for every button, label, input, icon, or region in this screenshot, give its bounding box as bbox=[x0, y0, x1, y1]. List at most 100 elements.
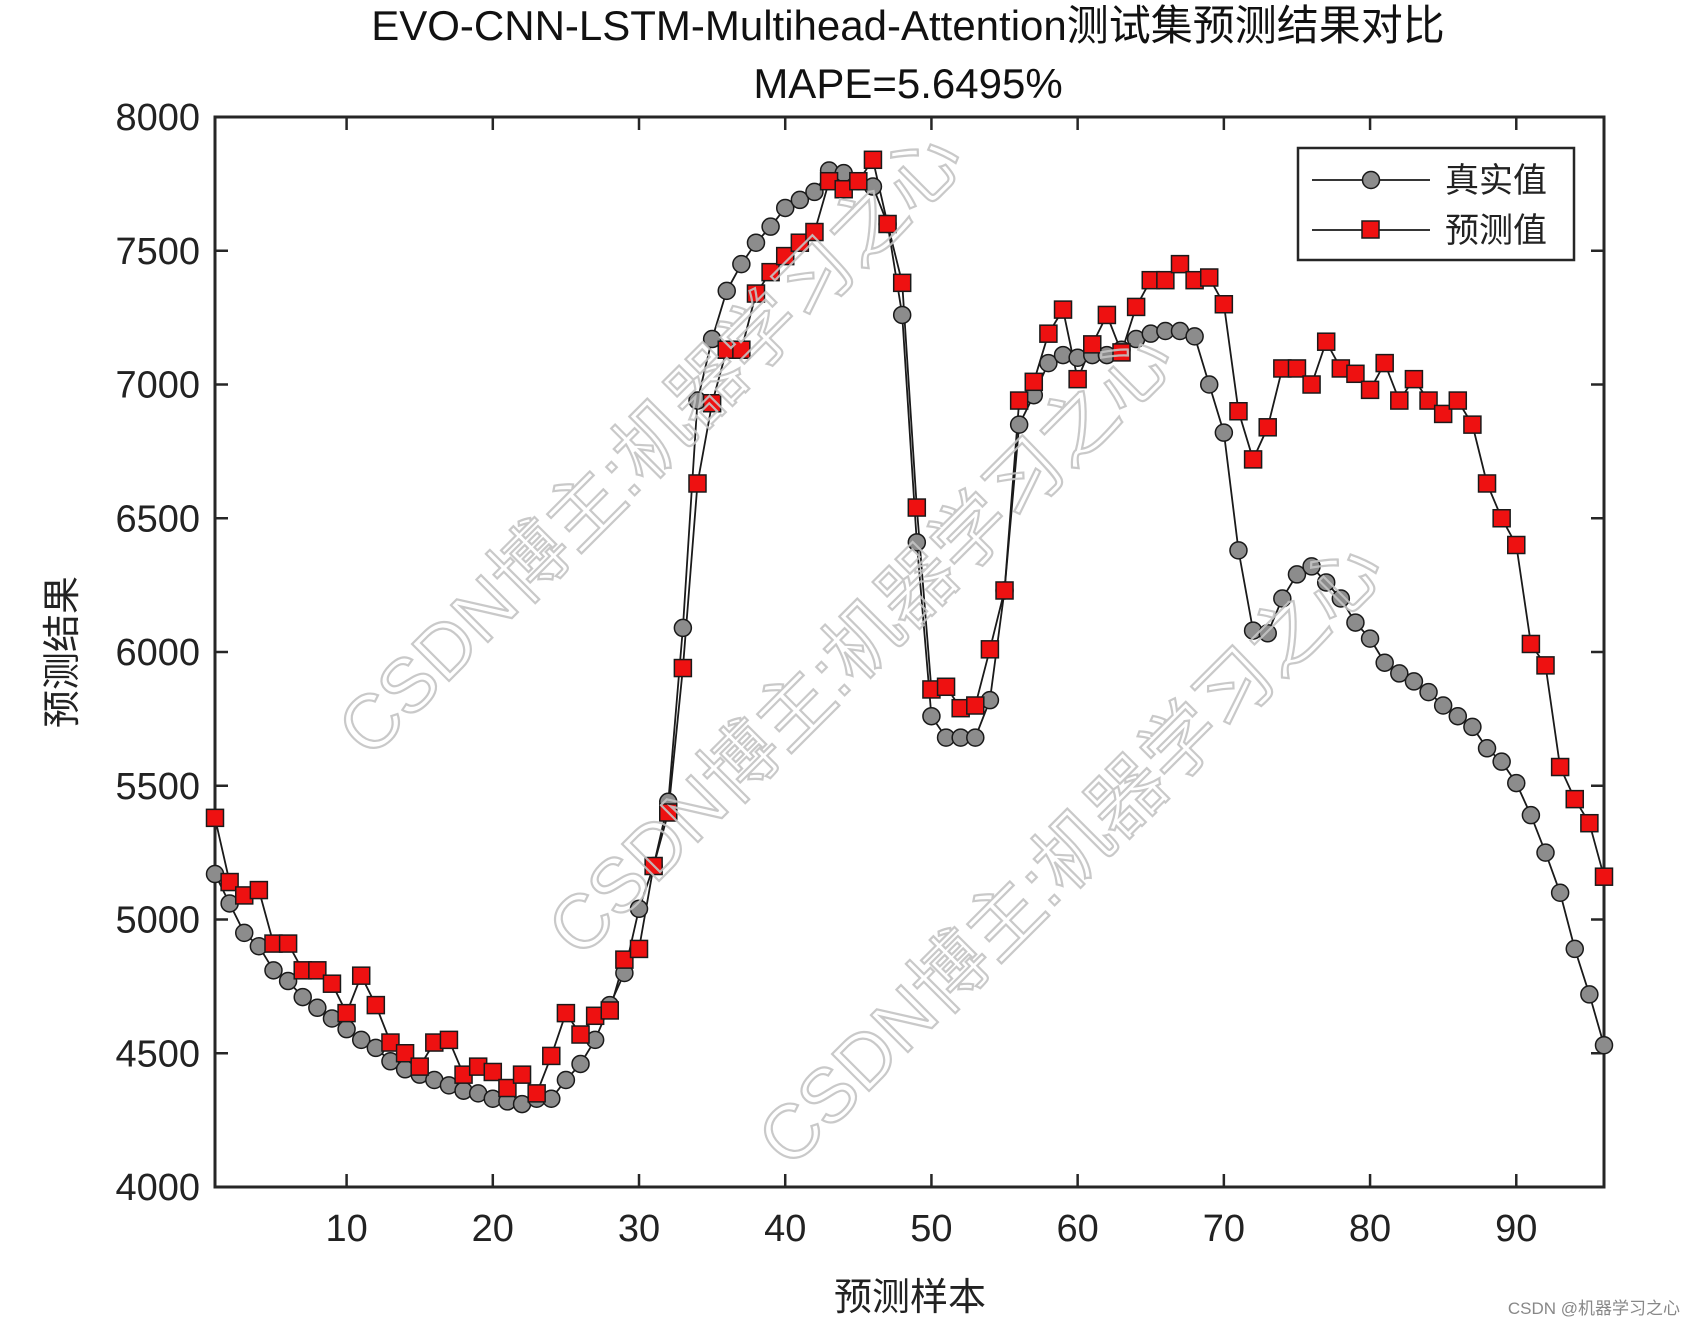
data-point-pred bbox=[1507, 535, 1526, 555]
data-point-pred bbox=[732, 340, 751, 359]
x-tick-label: 90 bbox=[1495, 1208, 1537, 1250]
data-point-true bbox=[746, 233, 766, 252]
data-point-true bbox=[1419, 682, 1438, 702]
data-point-pred bbox=[1156, 270, 1175, 290]
y-tick-label: 8000 bbox=[115, 97, 200, 139]
data-point-pred bbox=[995, 581, 1014, 600]
data-point-pred bbox=[1053, 300, 1073, 319]
data-point-pred bbox=[1068, 369, 1087, 389]
x-axis: 10 20 30 40 50 60 70 80 90 bbox=[325, 117, 1537, 1250]
data-point-pred bbox=[761, 262, 780, 282]
data-point-pred bbox=[1287, 359, 1307, 378]
data-point-pred bbox=[892, 273, 912, 293]
chart-title: EVO-CNN-LSTM-Multihead-Attention测试集预测结果对… bbox=[371, 2, 1445, 49]
data-point-true bbox=[1477, 739, 1497, 758]
data-point-pred bbox=[746, 284, 766, 303]
data-point-pred bbox=[322, 974, 342, 993]
data-point-true bbox=[1463, 717, 1482, 737]
data-point-pred bbox=[629, 939, 649, 959]
data-point-true bbox=[1390, 664, 1409, 683]
data-point-true bbox=[351, 1030, 371, 1050]
data-point-pred bbox=[907, 498, 927, 517]
data-point-true bbox=[293, 987, 312, 1007]
data-point-pred bbox=[527, 1084, 546, 1103]
x-tick-label: 10 bbox=[325, 1208, 367, 1250]
footer-credit: CSDN @机器学习之心 bbox=[1508, 1299, 1680, 1318]
x-tick-label: 50 bbox=[910, 1208, 952, 1250]
data-point-true bbox=[308, 998, 327, 1018]
data-point-pred bbox=[1448, 391, 1468, 410]
data-point-pred bbox=[498, 1078, 517, 1098]
data-point-true bbox=[1404, 672, 1424, 691]
data-point-true bbox=[1594, 1035, 1614, 1055]
data-point-true bbox=[571, 1054, 590, 1074]
data-point-true bbox=[1433, 696, 1453, 715]
y-tick-label: 6500 bbox=[115, 498, 200, 540]
data-point-pred bbox=[936, 677, 956, 697]
data-point-true bbox=[1229, 541, 1248, 560]
data-point-pred bbox=[1594, 867, 1614, 886]
data-point-pred bbox=[1492, 509, 1511, 528]
data-point-pred bbox=[1521, 634, 1541, 654]
data-point-true bbox=[1214, 423, 1234, 442]
data-point-pred bbox=[1229, 402, 1248, 421]
legend-label-pred: 预测值 bbox=[1445, 211, 1547, 251]
legend-marker-pred bbox=[1361, 220, 1380, 239]
data-point-pred bbox=[1243, 450, 1263, 469]
data-point-pred bbox=[337, 1003, 356, 1023]
data-point-pred bbox=[205, 808, 225, 828]
data-point-pred bbox=[1550, 757, 1570, 777]
data-point-pred bbox=[308, 961, 327, 980]
x-tick-label: 60 bbox=[1057, 1208, 1099, 1250]
y-tick-label: 7500 bbox=[115, 231, 200, 273]
data-point-true bbox=[556, 1070, 576, 1090]
data-point-true bbox=[790, 190, 810, 210]
data-point-pred bbox=[659, 803, 678, 822]
data-point-pred bbox=[395, 1044, 415, 1063]
data-point-pred bbox=[688, 474, 707, 493]
data-point-true bbox=[1536, 843, 1555, 862]
plot-area bbox=[213, 115, 1606, 1189]
data-point-pred bbox=[410, 1057, 429, 1076]
data-point-pred bbox=[1580, 813, 1599, 833]
data-point-true bbox=[717, 281, 736, 301]
data-point-true bbox=[1258, 624, 1277, 643]
data-point-true bbox=[922, 706, 941, 726]
data-point-true bbox=[629, 899, 649, 919]
data-point-pred bbox=[1390, 391, 1409, 410]
data-point-pred bbox=[1346, 364, 1365, 384]
data-point-pred bbox=[1126, 297, 1146, 317]
data-point-pred bbox=[1375, 353, 1394, 373]
data-point-pred bbox=[439, 1030, 459, 1050]
data-point-true bbox=[234, 923, 254, 943]
y-axis: 4000 4500 5000 5500 6000 6500 7000 7500 8000 bbox=[115, 97, 1604, 1209]
data-point-true bbox=[278, 971, 298, 991]
data-point-true bbox=[805, 182, 824, 202]
data-point-pred bbox=[1565, 789, 1585, 809]
data-point-true bbox=[264, 961, 283, 980]
data-point-pred bbox=[1199, 268, 1219, 287]
x-axis-label: 预测样本 bbox=[834, 1275, 986, 1319]
data-point-pred bbox=[966, 696, 985, 715]
data-point-true bbox=[1492, 752, 1511, 771]
data-point-pred bbox=[863, 150, 883, 170]
data-point-pred bbox=[849, 171, 868, 191]
x-tick-label: 70 bbox=[1203, 1208, 1245, 1250]
data-point-true bbox=[1331, 589, 1351, 608]
data-point-pred bbox=[1024, 372, 1044, 392]
data-point-true bbox=[775, 198, 795, 218]
data-point-pred bbox=[1112, 343, 1131, 362]
data-point-pred bbox=[512, 1065, 532, 1084]
data-point-pred bbox=[1316, 332, 1336, 351]
data-point-pred bbox=[483, 1062, 503, 1082]
data-point-pred bbox=[1302, 375, 1321, 394]
data-point-pred bbox=[1463, 415, 1482, 434]
data-point-pred bbox=[790, 233, 810, 252]
data-point-true bbox=[1302, 557, 1321, 576]
data-point-pred bbox=[1536, 656, 1555, 675]
data-point-pred bbox=[1433, 404, 1453, 424]
legend-label-true: 真实值 bbox=[1445, 161, 1547, 201]
data-point-pred bbox=[571, 1025, 590, 1044]
y-tick-label: 4000 bbox=[115, 1167, 200, 1209]
data-point-true bbox=[1360, 629, 1380, 648]
